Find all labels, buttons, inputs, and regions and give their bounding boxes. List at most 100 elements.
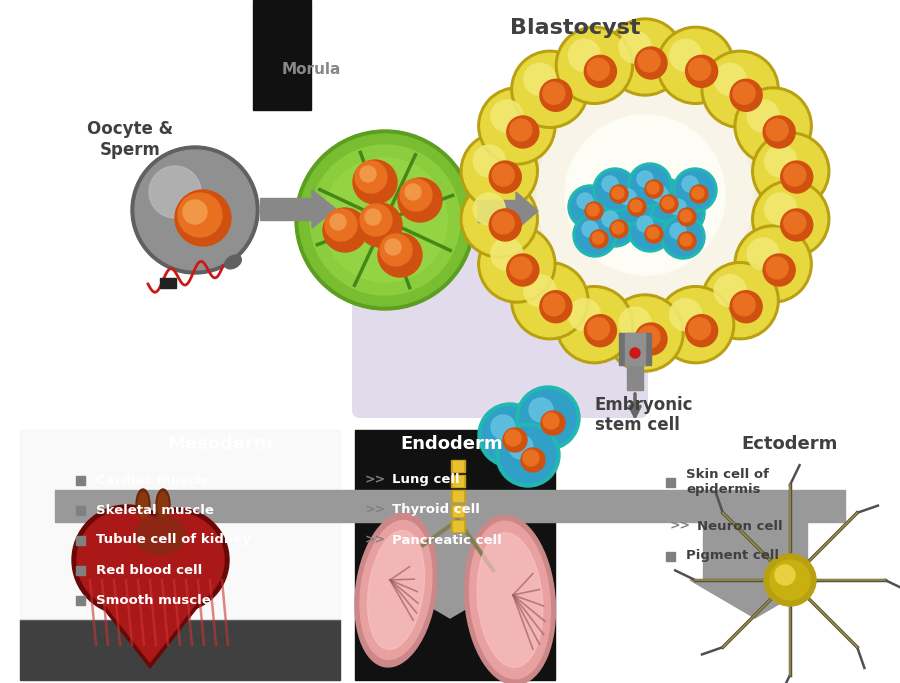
Circle shape [734,294,755,316]
Circle shape [638,50,660,72]
Circle shape [755,135,827,207]
Circle shape [555,27,634,104]
Text: Thyroid cell: Thyroid cell [392,503,480,516]
Ellipse shape [156,489,170,521]
Circle shape [509,435,533,459]
Circle shape [323,208,367,252]
Circle shape [664,194,702,232]
Circle shape [688,318,711,339]
Circle shape [514,53,586,125]
Text: >>: >> [365,473,386,486]
Bar [76,505,85,514]
Circle shape [295,130,475,310]
Circle shape [183,200,207,224]
Circle shape [764,554,816,606]
Text: >>: >> [365,533,386,546]
Circle shape [473,145,505,177]
Circle shape [496,423,560,487]
Circle shape [752,180,830,258]
Circle shape [660,29,732,101]
Circle shape [692,187,704,199]
Circle shape [360,166,376,182]
Circle shape [628,163,672,207]
Circle shape [299,134,471,306]
Circle shape [602,211,618,227]
Bar [453,521,463,531]
Circle shape [543,413,559,429]
Circle shape [647,227,659,239]
Circle shape [673,168,717,212]
Bar [76,475,85,484]
Circle shape [523,450,539,466]
Circle shape [602,176,618,192]
Circle shape [491,238,523,270]
Circle shape [481,90,553,162]
Circle shape [330,214,346,230]
Bar [20,620,340,680]
Circle shape [704,265,776,337]
Polygon shape [80,580,210,618]
Bar [260,198,312,220]
Circle shape [131,146,259,274]
Bar [76,596,85,604]
Circle shape [378,233,422,277]
Circle shape [763,254,796,286]
Circle shape [781,209,813,241]
Ellipse shape [225,255,241,269]
Text: Neuron cell: Neuron cell [697,520,783,533]
Circle shape [509,257,532,279]
Ellipse shape [464,515,555,683]
Bar [398,522,502,580]
Circle shape [646,181,684,219]
Circle shape [520,390,576,446]
Circle shape [323,158,447,282]
Bar [76,566,85,574]
Circle shape [766,257,788,279]
Bar [451,505,465,517]
Circle shape [612,222,624,234]
Circle shape [730,79,762,111]
Circle shape [714,64,746,96]
Ellipse shape [135,515,185,555]
Ellipse shape [355,513,437,667]
Circle shape [628,198,646,216]
Circle shape [701,51,779,128]
Circle shape [770,560,810,600]
Bar [453,476,463,486]
Circle shape [460,180,538,258]
Circle shape [360,204,392,236]
Circle shape [492,164,514,186]
Circle shape [637,171,653,187]
Circle shape [660,195,678,213]
Circle shape [511,262,589,339]
Circle shape [747,100,779,132]
Circle shape [507,116,539,148]
Text: Morula: Morula [282,62,341,77]
Circle shape [635,47,667,79]
Circle shape [680,210,692,222]
Ellipse shape [367,531,425,650]
Circle shape [492,212,514,234]
Bar [451,490,465,502]
Circle shape [630,200,642,212]
Circle shape [765,145,796,177]
Bar [453,461,463,471]
Circle shape [588,318,609,339]
Circle shape [540,291,572,322]
Circle shape [630,348,640,358]
Circle shape [609,21,681,93]
Circle shape [592,232,604,244]
Circle shape [631,166,669,204]
Circle shape [701,262,779,339]
Circle shape [587,204,599,216]
Circle shape [593,168,637,212]
Circle shape [737,228,809,300]
Ellipse shape [470,521,551,679]
Text: >>: >> [670,520,691,533]
Circle shape [588,58,609,81]
Circle shape [619,307,651,339]
Text: Tubule cell of kidney: Tubule cell of kidney [96,533,251,546]
Circle shape [638,326,660,348]
Text: Oocyte &
Sperm: Oocyte & Sperm [87,120,173,159]
Ellipse shape [138,492,148,518]
